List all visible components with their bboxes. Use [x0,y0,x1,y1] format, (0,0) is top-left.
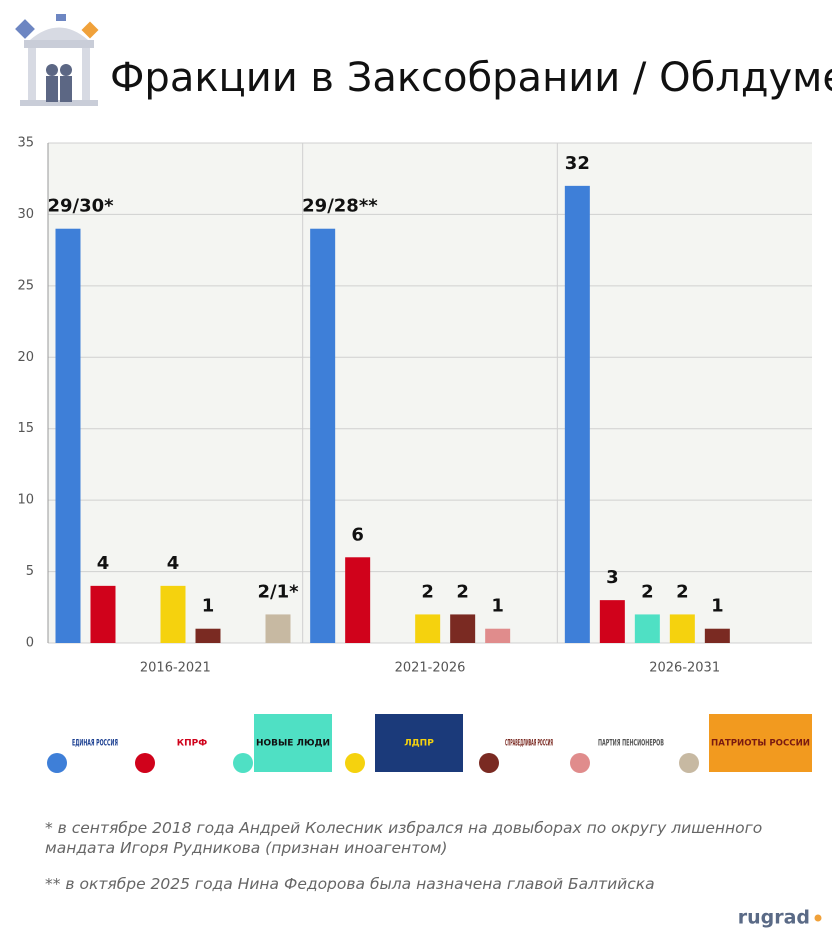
y-tick-label: 5 [26,564,34,579]
value-label: 2 [676,581,689,602]
title-icon [15,14,99,106]
y-tick-label: 35 [17,136,34,151]
legend-swatch [47,753,67,773]
legend-logo [709,714,812,772]
legend-logo [375,714,463,772]
legend-label: СПРАВЕДЛИВАЯ РОССИЯ [505,739,553,749]
bar [669,614,695,643]
legend-swatch [679,753,699,773]
legend-swatch [345,753,365,773]
value-label: 29/28** [302,196,378,217]
value-label: 2 [421,581,434,602]
x-tick-label: 2021-2026 [395,661,466,676]
legend-label: КПРФ [177,739,207,749]
legend-label: НОВЫЕ ЛЮДИ [256,739,330,749]
x-tick-label: 2016-2021 [140,661,211,676]
value-label: 1 [491,596,504,617]
value-label: 4 [167,553,180,574]
legend-swatch [233,753,253,773]
legend-swatch [479,753,499,773]
bar [265,614,291,643]
value-label: 2/1* [258,581,300,602]
value-label: 2 [641,581,654,602]
bar [564,185,590,643]
value-label: 2 [456,581,469,602]
source-dot [814,914,822,922]
legend-label: ПАРТИЯ ПЕНСИОНЕРОВ [598,739,664,749]
bar [345,557,371,643]
legend-swatch [570,753,590,773]
legend-label: ЛДПР [404,739,434,749]
y-tick-label: 25 [17,278,34,293]
y-tick-label: 10 [17,493,34,508]
bar [195,628,221,643]
bar [90,585,116,643]
legend-logo [254,714,332,772]
value-label: 32 [565,153,590,174]
value-label: 6 [351,524,364,545]
y-tick-label: 0 [26,636,34,651]
plot-background [48,143,812,643]
chart-title: Фракции в Заксобрании / Облдуме [110,55,832,101]
y-tick-label: 30 [17,207,34,222]
y-tick-label: 15 [17,421,34,436]
bar [160,585,186,643]
bar [485,628,511,643]
bar [704,628,730,643]
bar [415,614,441,643]
footnote: ** в октябре 2025 года Нина Федорова был… [45,875,655,893]
value-label: 4 [97,553,110,574]
y-tick-label: 20 [17,350,34,365]
value-label: 1 [202,596,215,617]
value-label: 3 [606,567,619,588]
legend-swatch [135,753,155,773]
value-label: 29/30* [48,196,115,217]
bar [634,614,660,643]
x-tick-label: 2026-2031 [649,661,720,676]
bar [450,614,476,643]
bar [599,600,625,643]
footnote: * в сентябре 2018 года Андрей Колесник и… [45,819,763,857]
bar [310,228,336,643]
value-label: 1 [711,596,724,617]
legend-label: ЕДИНАЯ РОССИЯ [72,739,118,749]
source: rugrad [738,907,810,929]
bar [55,228,81,643]
legend-label: ПАТРИОТЫ РОССИИ [711,739,810,749]
